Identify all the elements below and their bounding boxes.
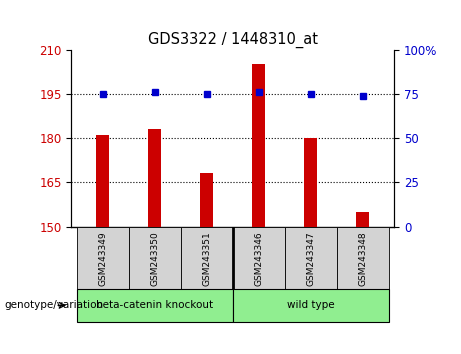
Bar — [356, 212, 369, 227]
Bar — [304, 138, 317, 227]
Bar — [96, 135, 109, 227]
Bar — [285, 227, 337, 289]
Text: GSM243350: GSM243350 — [150, 232, 159, 286]
Bar — [148, 129, 161, 227]
Bar — [337, 227, 389, 289]
Text: GSM243348: GSM243348 — [358, 232, 367, 286]
Text: wild type: wild type — [287, 300, 335, 310]
Text: GSM243347: GSM243347 — [307, 232, 315, 286]
Bar — [129, 227, 181, 289]
Bar — [233, 289, 389, 322]
Text: GSM243346: GSM243346 — [254, 232, 263, 286]
Bar — [200, 173, 213, 227]
Text: GSM243349: GSM243349 — [98, 232, 107, 286]
Bar — [252, 64, 266, 227]
Text: beta-catenin knockout: beta-catenin knockout — [96, 300, 213, 310]
Text: GSM243351: GSM243351 — [202, 232, 211, 286]
Text: genotype/variation: genotype/variation — [5, 300, 104, 310]
Bar — [77, 227, 129, 289]
Bar — [77, 289, 233, 322]
Bar — [181, 227, 233, 289]
Bar — [233, 227, 285, 289]
Title: GDS3322 / 1448310_at: GDS3322 / 1448310_at — [148, 32, 318, 48]
